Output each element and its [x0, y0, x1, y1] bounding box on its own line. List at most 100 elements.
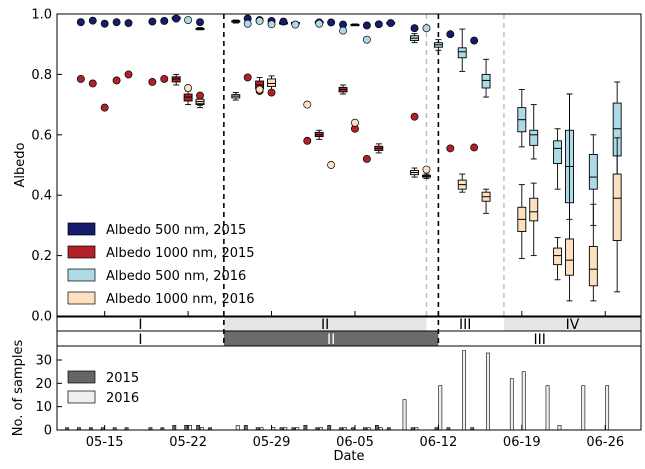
- point-s4-1: [184, 84, 193, 92]
- sample-bar-2016-15: [462, 350, 467, 431]
- samples-y-tick-label-4: 30: [35, 354, 52, 369]
- sample-bar-2016-22: [605, 385, 610, 431]
- period-label-2016-4: IV: [566, 317, 580, 333]
- point-s1-15: [327, 18, 336, 27]
- point-s2-12: [303, 136, 312, 145]
- point-s3-3: [255, 16, 264, 25]
- sample-bar-2015-9: [172, 425, 177, 431]
- sample-bar-2016-19: [545, 385, 550, 431]
- box-s4-8: [529, 197, 539, 222]
- point-s1-22: [470, 36, 479, 45]
- box-s3-9: [553, 140, 563, 164]
- samples-y-tick-label-2: 10: [35, 400, 52, 415]
- point-s1-1: [76, 18, 85, 27]
- sample-bar-2016-12: [402, 399, 407, 431]
- box-s3-8: [529, 129, 539, 146]
- point-s2-9: [243, 73, 252, 82]
- point-s2-4: [112, 76, 121, 85]
- point-s3-5: [291, 20, 300, 29]
- box-s3-6: [481, 73, 491, 89]
- point-s2-3: [100, 103, 109, 112]
- albedo-y-tick-label-4: 0.6: [31, 128, 52, 143]
- point-s2-8: [196, 91, 204, 100]
- point-s1-7: [160, 16, 169, 25]
- point-s3-1: [184, 16, 193, 24]
- point-s1-3: [100, 19, 109, 28]
- sample-bar-2016-3: [235, 425, 240, 431]
- point-s4-4: [327, 161, 336, 169]
- sample-bar-2016-17: [509, 378, 514, 431]
- box-s3-5: [457, 47, 467, 59]
- sample-bar-2016-1: [188, 425, 192, 431]
- point-s3-9: [422, 24, 431, 33]
- period-band-2016-4: [503, 317, 641, 331]
- albedo-y-tick-label-2: 0.2: [31, 249, 52, 264]
- sample-bar-2015-10: [184, 425, 189, 431]
- samples-plot-frame: [56, 345, 642, 431]
- point-s2-5: [124, 70, 133, 79]
- period-band-2016-3: [426, 317, 504, 331]
- x-axis-label: Date: [333, 449, 364, 464]
- point-s1-17: [362, 21, 371, 30]
- x-tick-label-5: 06-12: [419, 435, 457, 450]
- point-s3-4: [267, 20, 276, 29]
- legend-label-2: Albedo 1000 nm, 2015: [106, 246, 255, 261]
- period-label-2015-1: I: [138, 332, 142, 348]
- samples-y-tick-label-3: 20: [35, 377, 52, 392]
- point-s1-5: [124, 19, 133, 28]
- point-s2-16: [446, 144, 455, 153]
- point-s4-3: [303, 100, 312, 109]
- point-s1-9: [196, 18, 204, 27]
- sample-bar-2015-19: [327, 425, 332, 431]
- point-s1-21: [446, 30, 455, 39]
- legend-swatch-3: [67, 268, 96, 282]
- point-s3-6: [315, 19, 324, 28]
- legend-label-1: Albedo 500 nm, 2015: [106, 223, 246, 238]
- point-s1-13: [279, 17, 288, 26]
- period-label-2015-3: III: [533, 332, 545, 348]
- point-s4-5: [351, 118, 359, 127]
- x-tick-label-2: 05-22: [169, 435, 207, 450]
- legend-label-3: Albedo 500 nm, 2016: [106, 269, 246, 284]
- legend-swatch-1: [67, 222, 96, 236]
- point-s2-17: [470, 143, 479, 152]
- box-s4-10: [565, 238, 574, 276]
- point-s1-6: [148, 17, 157, 26]
- albedo-y-tick-label-6: 1.0: [31, 8, 52, 23]
- period-label-2015-2: II: [327, 332, 335, 348]
- point-s2-14: [362, 155, 371, 163]
- point-s1-4: [112, 18, 121, 27]
- period-label-2016-1: I: [138, 317, 142, 333]
- samples-legend-swatch-1: [67, 370, 96, 384]
- legend-swatch-2: [67, 245, 96, 259]
- sample-bar-2015-13: [243, 425, 248, 431]
- x-tick-label-1: 05-15: [86, 435, 124, 450]
- point-s1-20: [410, 24, 419, 33]
- samples-legend-swatch-2: [67, 390, 96, 404]
- point-s1-8: [172, 14, 181, 23]
- legend-label-4: Albedo 1000 nm, 2016: [106, 292, 255, 307]
- albedo-y-tick-label-3: 0.4: [31, 189, 52, 204]
- point-s2-2: [88, 79, 97, 88]
- legend-swatch-4: [67, 291, 96, 305]
- box-s4-3: [267, 78, 276, 87]
- sample-bar-2016-20: [557, 425, 562, 431]
- point-s4-2: [255, 85, 264, 94]
- x-tick-label-4: 06-05: [336, 435, 374, 450]
- box-s4-12: [612, 173, 622, 241]
- x-tick-label-7: 06-26: [586, 435, 624, 450]
- period-band-2015-1: [57, 331, 224, 346]
- sample-bar-2016-18: [521, 371, 526, 431]
- point-s2-1: [76, 74, 85, 83]
- sample-bar-2016-21: [581, 385, 586, 431]
- albedo-y-tick-label-1: 0.0: [31, 310, 52, 325]
- sample-bar-2015-23: [374, 425, 379, 431]
- sample-bar-2016-16: [486, 352, 490, 431]
- point-s3-8: [362, 35, 371, 44]
- point-s3-2: [243, 19, 252, 28]
- x-tick-label-3: 05-29: [253, 435, 291, 450]
- samples-y-tick-label-1: 0: [44, 424, 52, 439]
- point-s2-6: [148, 77, 157, 86]
- period-band-2016-1: [57, 317, 224, 331]
